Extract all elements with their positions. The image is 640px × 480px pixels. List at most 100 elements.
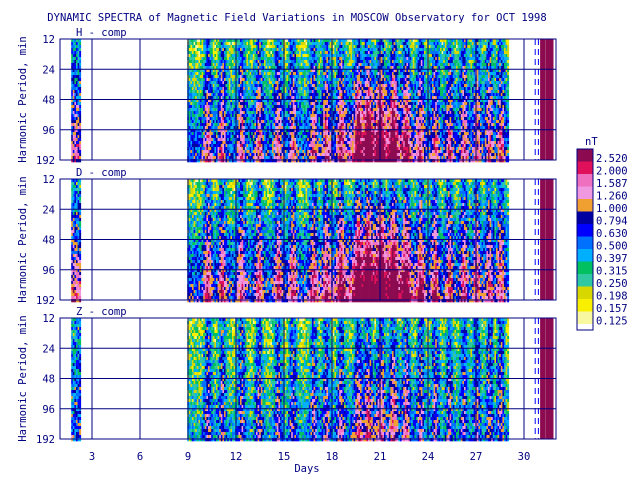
- heatmap-cell: [228, 144, 231, 148]
- heatmap-cell: [222, 57, 225, 61]
- heatmap-cell: [244, 138, 247, 142]
- heatmap-cell: [257, 48, 260, 52]
- heatmap-cell: [74, 144, 77, 148]
- heatmap-cell: [195, 39, 198, 43]
- heatmap-cell: [209, 42, 212, 46]
- heatmap-cell: [230, 78, 233, 82]
- heatmap-cell: [77, 135, 80, 139]
- heatmap-cell: [273, 81, 276, 85]
- heatmap-cell: [206, 48, 209, 52]
- heatmap-cell: [249, 69, 252, 73]
- heatmap-cell: [251, 57, 254, 61]
- heatmap-cell: [241, 117, 244, 121]
- heatmap-cell: [204, 75, 207, 79]
- heatmap-cell: [254, 123, 257, 127]
- heatmap-cell: [278, 144, 281, 148]
- heatmap-cell: [280, 105, 282, 109]
- heatmap-cell: [275, 75, 278, 79]
- heatmap-cell: [227, 78, 230, 82]
- heatmap-cell: [243, 126, 246, 130]
- heatmap-cell: [227, 75, 230, 79]
- heatmap-cell: [195, 138, 198, 142]
- heatmap-cell: [76, 144, 78, 148]
- heatmap-cell: [252, 126, 255, 130]
- heatmap-cell: [79, 57, 82, 61]
- heatmap-cell: [211, 63, 214, 67]
- heatmap-cell: [196, 48, 199, 52]
- heatmap-cell: [190, 123, 193, 127]
- heatmap-cell: [228, 105, 231, 109]
- heatmap-cell: [72, 81, 75, 85]
- heatmap-cell: [72, 93, 75, 97]
- heatmap-cell: [244, 105, 247, 109]
- heatmap-cell: [249, 129, 252, 133]
- heatmap-cell: [198, 96, 201, 100]
- heatmap-cell: [232, 153, 234, 157]
- heatmap-cell: [260, 66, 263, 70]
- heatmap-cell: [195, 126, 198, 130]
- heatmap-cell: [77, 144, 80, 148]
- heatmap-cell: [77, 45, 80, 49]
- heatmap-cell: [72, 126, 75, 130]
- heatmap-cell: [198, 123, 201, 127]
- heatmap-cell: [200, 99, 202, 103]
- heatmap-cell: [212, 102, 215, 106]
- heatmap-cell: [273, 132, 276, 136]
- heatmap-cell: [192, 147, 194, 151]
- heatmap-cell: [254, 141, 257, 145]
- heatmap-cell: [254, 156, 257, 160]
- heatmap-cell: [267, 123, 270, 127]
- heatmap-cell: [209, 156, 212, 160]
- heatmap-cell: [268, 84, 271, 88]
- heatmap-cell: [76, 99, 78, 103]
- heatmap-cell: [244, 45, 247, 49]
- heatmap-cell: [268, 81, 271, 85]
- heatmap-cell: [79, 93, 82, 97]
- heatmap-cell: [238, 87, 241, 91]
- heatmap-cell: [252, 51, 255, 55]
- heatmap-cell: [238, 147, 241, 151]
- heatmap-cell: [79, 78, 82, 82]
- heatmap-cell: [220, 108, 223, 112]
- heatmap-cell: [198, 78, 201, 82]
- heatmap-cell: [76, 132, 78, 136]
- heatmap-cell: [275, 63, 278, 67]
- heatmap-cell: [270, 60, 273, 64]
- heatmap-cell: [77, 84, 80, 88]
- heatmap-cell: [196, 123, 199, 127]
- heatmap-cell: [193, 42, 196, 46]
- heatmap-cell: [246, 105, 249, 109]
- heatmap-cell: [265, 78, 268, 82]
- heatmap-cell: [273, 48, 276, 52]
- heatmap-cell: [200, 126, 202, 130]
- heatmap-cell: [201, 144, 204, 148]
- heatmap-cell: [72, 45, 75, 49]
- heatmap-cell: [196, 99, 199, 103]
- heatmap-cell: [236, 111, 239, 115]
- heatmap-cell: [224, 54, 226, 58]
- heatmap-cell: [257, 78, 260, 82]
- heatmap-cell: [188, 81, 191, 85]
- heatmap-cell: [275, 129, 278, 133]
- heatmap-cell: [222, 120, 225, 124]
- heatmap-cell: [212, 147, 215, 151]
- heatmap-cell: [222, 135, 225, 139]
- heatmap-cell: [278, 132, 281, 136]
- heatmap-cell: [262, 120, 265, 124]
- heatmap-cell: [246, 51, 249, 55]
- heatmap-cell: [278, 51, 281, 55]
- heatmap-cell: [259, 132, 262, 136]
- heatmap-cell: [243, 147, 246, 151]
- heatmap-cell: [190, 75, 193, 79]
- heatmap-cell: [224, 141, 226, 145]
- heatmap-cell: [212, 123, 215, 127]
- heatmap-cell: [248, 105, 250, 109]
- heatmap-cell: [244, 111, 247, 115]
- heatmap-cell: [72, 138, 75, 142]
- heatmap-cell: [236, 123, 239, 127]
- heatmap-cell: [206, 114, 209, 118]
- heatmap-cell: [236, 99, 239, 103]
- heatmap-cell: [280, 117, 282, 121]
- heatmap-cell: [225, 159, 228, 163]
- heatmap-cell: [71, 84, 74, 88]
